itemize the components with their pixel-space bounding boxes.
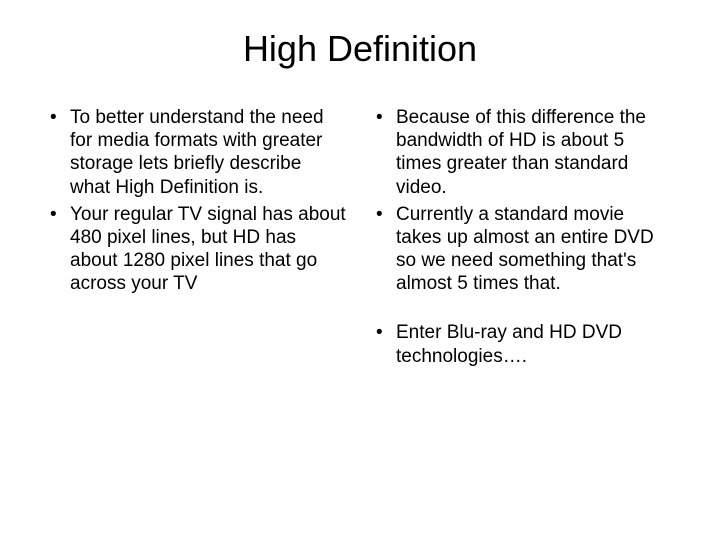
right-bullet-list-1: Because of this difference the bandwidth… [374, 106, 672, 295]
columns-wrapper: To better understand the need for media … [48, 106, 672, 372]
right-bullet-list-2: Enter Blu-ray and HD DVD technologies…. [374, 321, 672, 367]
list-item: Your regular TV signal has about 480 pix… [48, 203, 346, 296]
list-item: Enter Blu-ray and HD DVD technologies…. [374, 321, 672, 367]
list-item: Because of this difference the bandwidth… [374, 106, 672, 199]
slide-container: High Definition To better understand the… [0, 0, 720, 540]
list-item: To better understand the need for media … [48, 106, 346, 199]
right-column: Because of this difference the bandwidth… [374, 106, 672, 372]
left-column: To better understand the need for media … [48, 106, 346, 372]
list-item: Currently a standard movie takes up almo… [374, 203, 672, 296]
left-bullet-list: To better understand the need for media … [48, 106, 346, 295]
slide-title: High Definition [48, 28, 672, 70]
